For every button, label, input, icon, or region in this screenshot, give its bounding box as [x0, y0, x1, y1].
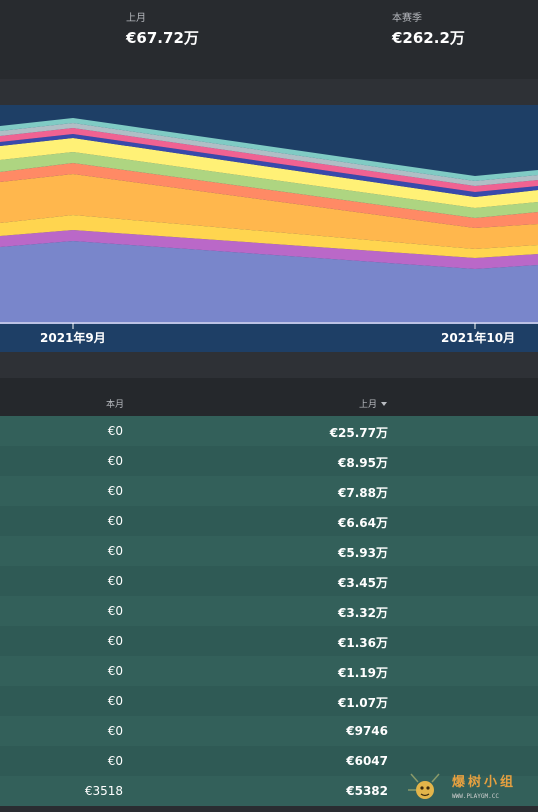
last-month-value: €1.19万	[338, 666, 388, 680]
header-current-month[interactable]: 本月	[106, 400, 125, 410]
area-layer-8	[0, 134, 538, 197]
season-label: 本赛季	[392, 13, 422, 24]
last-month-value: €6.64万	[338, 516, 388, 530]
last-month-value: €67.72万	[126, 29, 199, 47]
last-month-value: €3.45万	[338, 576, 388, 590]
table-row[interactable]: €0 €1.19万	[0, 656, 538, 686]
table-row[interactable]: €0 €8.95万	[0, 446, 538, 476]
table-row[interactable]: €0 €25.77万	[0, 416, 538, 446]
table-row[interactable]: €3518 €5382	[0, 776, 538, 806]
x-tick-label-oct: 2021年10月	[441, 331, 516, 345]
header-last-month-label: 上月	[359, 400, 378, 410]
watermark: 爆树小组 WWW.PLAYGM.CC	[405, 768, 533, 808]
table-row[interactable]: €0 €1.07万	[0, 686, 538, 716]
current-month-value: €0	[107, 754, 123, 768]
season-stat: 本赛季 €262.2万	[392, 12, 465, 48]
table-body: €0 €25.77万 €0 €8.95万 €0 €7.88万 €0 €6.64万 €0 €5.93…	[0, 416, 538, 811]
current-month-value: €0	[107, 634, 123, 648]
current-month-value: €0	[107, 604, 123, 618]
stacked-area-chart: 2021年9月 2021年10月	[0, 105, 538, 352]
current-month-value: €0	[107, 664, 123, 678]
area-layer-2	[0, 230, 538, 269]
area-layer-9	[0, 128, 538, 192]
current-month-value: €0	[107, 484, 123, 498]
last-month-value: €6047	[346, 754, 388, 768]
x-tick-label-sep: 2021年9月	[40, 331, 106, 345]
summary-bar: 上月 €67.72万 本赛季 €262.2万	[0, 0, 538, 79]
last-month-value: €7.88万	[338, 486, 388, 500]
table-row[interactable]: €0 €6.64万	[0, 506, 538, 536]
area-layer-6	[0, 152, 538, 218]
current-month-value: €0	[107, 724, 123, 738]
current-month-value: €0	[107, 454, 123, 468]
current-month-value: €3518	[84, 784, 123, 798]
chart-svg	[0, 118, 538, 329]
last-month-label: 上月	[126, 13, 146, 24]
last-month-value: €1.07万	[338, 696, 388, 710]
table-row[interactable]: €0 €3.32万	[0, 596, 538, 626]
section-divider	[0, 79, 538, 105]
current-month-value: €0	[107, 424, 123, 438]
last-month-value: €25.77万	[329, 426, 388, 440]
last-month-value: €9746	[346, 724, 388, 738]
area-layer-11	[0, 118, 538, 181]
last-month-value: €5.93万	[338, 546, 388, 560]
last-month-value: €8.95万	[338, 456, 388, 470]
watermark-logo-icon	[408, 773, 440, 799]
current-month-value: €0	[107, 574, 123, 588]
table-row[interactable]: €0 €6047	[0, 746, 538, 776]
last-month-value: €1.36万	[338, 636, 388, 650]
area-layer-7	[0, 138, 538, 208]
watermark-url: WWW.PLAYGM.CC	[452, 793, 499, 800]
table-row[interactable]: €0 €3.45万	[0, 566, 538, 596]
table-row[interactable]: €0 €1.36万	[0, 626, 538, 656]
area-layer-5	[0, 163, 538, 228]
section-divider	[0, 352, 538, 378]
table-row[interactable]: €0 €5.93万	[0, 536, 538, 566]
current-month-value: €0	[107, 694, 123, 708]
table-header: 本月 上月	[0, 378, 538, 416]
sort-desc-icon	[381, 401, 388, 406]
current-month-value: €0	[107, 514, 123, 528]
table-row[interactable]: €0 €9746	[0, 716, 538, 746]
header-last-month[interactable]: 上月	[359, 397, 388, 410]
area-layer-1	[0, 241, 538, 324]
area-layer-3	[0, 215, 538, 258]
table-row[interactable]: €0 €7.88万	[0, 476, 538, 506]
area-layer-4	[0, 174, 538, 249]
last-month-stat: 上月 €67.72万	[126, 12, 199, 48]
last-month-value: €5382	[346, 784, 388, 798]
last-month-value: €3.32万	[338, 606, 388, 620]
area-layer-10	[0, 123, 538, 186]
watermark-text: 爆树小组	[452, 775, 517, 790]
season-value: €262.2万	[392, 29, 465, 47]
current-month-value: €0	[107, 544, 123, 558]
